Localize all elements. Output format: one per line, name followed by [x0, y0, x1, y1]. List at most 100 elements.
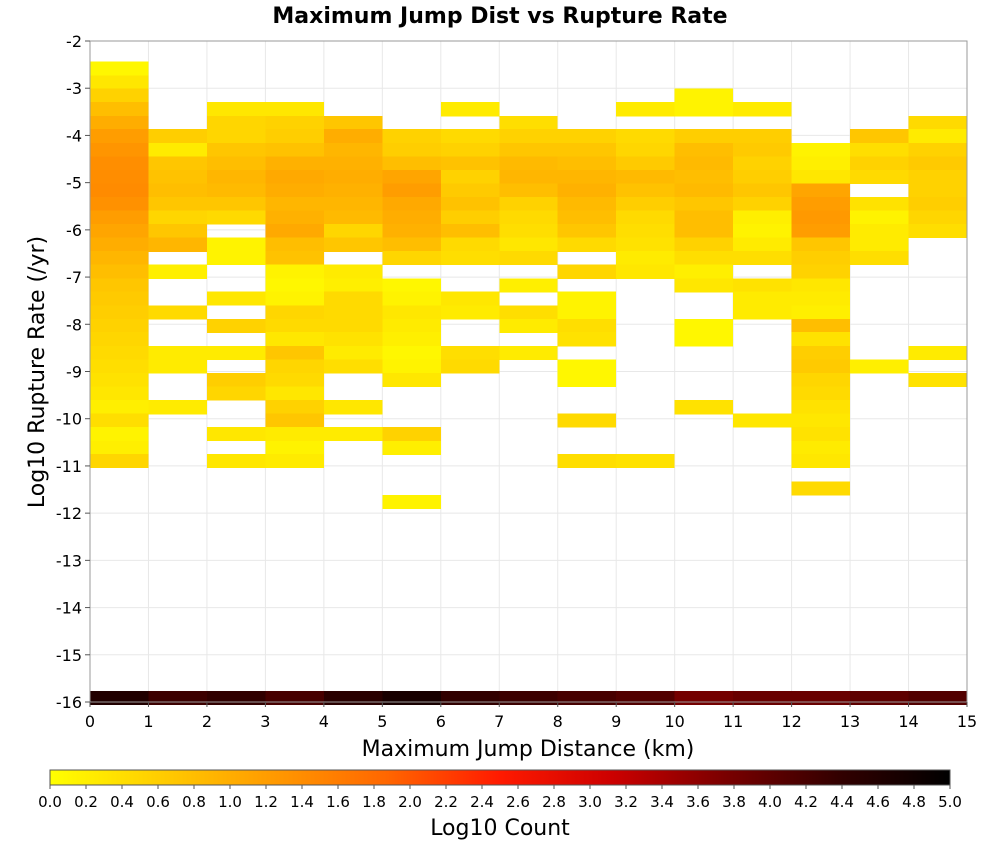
heatmap-cell [499, 345, 558, 360]
heatmap-cell [674, 278, 734, 293]
heatmap-cell [616, 210, 675, 225]
heatmap-cell [323, 332, 383, 347]
heatmap-cell [206, 115, 266, 131]
x-tick-label: 2 [202, 712, 212, 731]
heatmap-cell [148, 169, 207, 184]
heatmap-cell [265, 413, 324, 428]
heatmap-cell [206, 102, 266, 117]
heatmap-cell [850, 250, 909, 266]
heatmap-cell [674, 224, 734, 239]
heatmap-cell [323, 400, 383, 415]
y-tick-label: -6 [66, 221, 82, 240]
heatmap-cell [382, 278, 441, 293]
colorbar-tick-label: 1.4 [290, 793, 314, 811]
heatmap-cell [148, 142, 207, 157]
heatmap-cell [616, 250, 675, 266]
heatmap-cell [90, 156, 149, 171]
heatmap-cell [499, 156, 558, 171]
heatmap-cell [323, 115, 383, 131]
heatmap-cell [791, 318, 851, 334]
colorbar-tick-label: 5.0 [938, 793, 962, 811]
colorbar-tick-label: 0.0 [38, 793, 62, 811]
heatmap-cell [148, 305, 207, 320]
y-tick-label: -8 [66, 315, 82, 334]
colorbar-tick-label: 2.2 [434, 793, 458, 811]
x-tick-label: 15 [957, 712, 977, 731]
heatmap-cell [499, 250, 558, 266]
heatmap-cell [90, 386, 149, 401]
heatmap-cell [382, 345, 441, 360]
heatmap-cell [616, 129, 675, 144]
heatmap-cell [557, 156, 617, 171]
heatmap-cell [323, 183, 383, 198]
x-axis-ticks: 0 1 2 3 4 5 6 7 8 9 10 11 12 13 14 15 [85, 702, 977, 731]
heatmap-cell [382, 129, 441, 144]
heatmap-cell [499, 690, 558, 706]
heatmap-cell [265, 359, 324, 374]
colorbar-tick-label: 4.0 [758, 793, 782, 811]
heatmap-cell [90, 453, 149, 469]
heatmap-cell [908, 169, 967, 184]
heatmap-cell [557, 359, 617, 374]
colorbar-label: Log10 Count [430, 816, 570, 841]
heatmap-cell [90, 318, 149, 334]
heatmap-cell [323, 359, 383, 374]
colorbar-tick-label: 0.8 [182, 793, 206, 811]
heatmap-cell [323, 156, 383, 171]
colorbar [49, 769, 951, 786]
heatmap-cell [206, 237, 266, 252]
heatmap-cell [265, 250, 324, 266]
heatmap-cell [791, 413, 851, 428]
heatmap-cell [148, 156, 207, 171]
heatmap-cell [382, 332, 441, 347]
heatmap-cell [382, 183, 441, 198]
heatmap-cell [90, 129, 149, 144]
x-tick-label: 3 [260, 712, 270, 731]
heatmap-cell [557, 690, 617, 706]
heatmap-cell [206, 197, 266, 212]
heatmap-cell [90, 224, 149, 239]
heatmap-cell [440, 210, 500, 225]
heatmap-cell [323, 129, 383, 144]
heatmap-cell [733, 183, 792, 198]
heatmap-cell [265, 237, 324, 252]
heatmap-cell [90, 332, 149, 347]
y-tick-label: -4 [66, 126, 82, 145]
heatmap-cell [674, 169, 734, 184]
heatmap-cell [499, 224, 558, 239]
heatmap-cell [440, 142, 500, 157]
heatmap-cell [265, 142, 324, 157]
heatmap-cell [90, 169, 149, 184]
heatmap-cell [265, 115, 324, 131]
heatmap-cell [148, 183, 207, 198]
heatmap-cell [674, 142, 734, 157]
heatmap-cell [499, 318, 558, 334]
heatmap-cell [90, 61, 149, 76]
y-tick-label: -15 [56, 646, 82, 665]
heatmap-cell [791, 440, 851, 455]
heatmap-cell [733, 129, 792, 144]
heatmap-cell [148, 345, 207, 360]
heatmap-cell [382, 237, 441, 252]
heatmap-cell [791, 224, 851, 239]
heatmap-cell [265, 102, 324, 117]
heatmap-cell [499, 305, 558, 320]
heatmap-cell [733, 237, 792, 252]
heatmap-cell [440, 224, 500, 239]
heatmap-cell [499, 142, 558, 157]
x-tick-label: 10 [664, 712, 684, 731]
heatmap-cell [382, 495, 441, 510]
x-tick-label: 0 [85, 712, 95, 731]
heatmap-cell [791, 345, 851, 360]
heatmap-cell [557, 453, 617, 469]
heatmap-cell [323, 142, 383, 157]
heatmap-cell [850, 197, 909, 212]
x-tick-label: 12 [781, 712, 801, 731]
heatmap-cell [206, 183, 266, 198]
heatmap-cell [499, 237, 558, 252]
heatmap-cell [90, 88, 149, 103]
heatmap-cell [382, 156, 441, 171]
heatmap-cell [382, 427, 441, 442]
heatmap-cell [674, 237, 734, 252]
heatmap-cell [440, 197, 500, 212]
